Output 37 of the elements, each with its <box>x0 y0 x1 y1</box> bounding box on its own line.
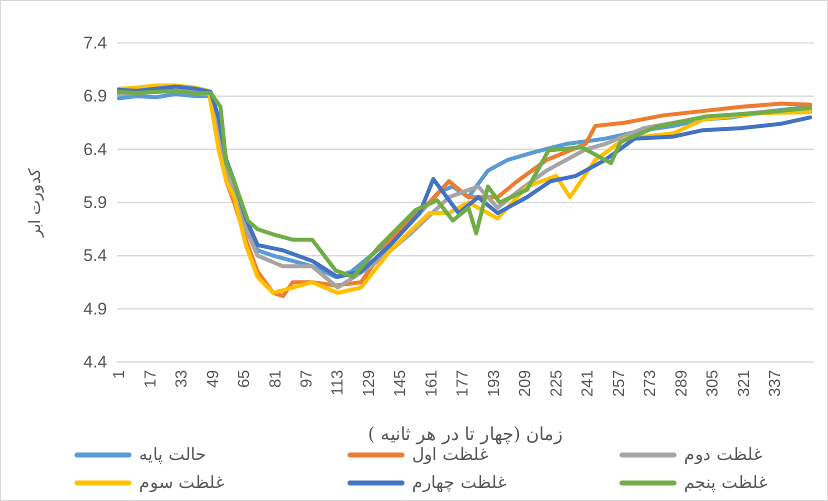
legend-label: حالت پایه <box>139 445 206 465</box>
x-tick-label: 305 <box>704 370 722 397</box>
x-tick-label: 289 <box>673 370 690 397</box>
x-tick-label: 81 <box>267 370 284 388</box>
y-tick-label: 5.4 <box>83 246 107 266</box>
x-tick-label: 161 <box>423 370 440 397</box>
x-tick-label: 1 <box>111 370 128 379</box>
legend-label: غلظت چهارم <box>412 473 506 493</box>
y-tick-label: 4.9 <box>83 299 107 318</box>
x-tick-label: 241 <box>580 370 597 397</box>
x-tick-label: 209 <box>517 370 534 397</box>
x-tick-label: 129 <box>360 370 378 397</box>
x-tick-label: 193 <box>486 370 503 397</box>
x-tick-label: 337 <box>767 370 784 397</box>
x-tick-label: 145 <box>392 370 410 397</box>
y-axis-title: کدورت ابر <box>25 168 44 238</box>
y-tick-label: 5.9 <box>83 192 107 212</box>
y-tick-label: 6.9 <box>83 86 107 106</box>
x-tick-label: 321 <box>736 370 753 397</box>
legend-label: غلظت دوم <box>684 445 762 465</box>
legend-label: غلظت سوم <box>139 473 224 493</box>
x-axis-title: زمان (چهار تا در هر ثانیه ) <box>368 424 564 445</box>
x-tick-label: 257 <box>610 370 628 397</box>
x-tick-label: 177 <box>454 370 472 397</box>
y-tick-label: 4.4 <box>83 352 107 372</box>
x-tick-label: 65 <box>236 370 254 388</box>
legend-label: غلظت پنجم <box>684 473 768 493</box>
x-tick-label: 33 <box>174 370 191 388</box>
y-tick-label: 6.4 <box>83 140 107 159</box>
y-tick-label: 7.4 <box>83 33 107 52</box>
x-tick-label: 49 <box>204 370 222 388</box>
x-tick-label: 225 <box>548 370 566 397</box>
x-tick-label: 113 <box>330 370 347 396</box>
x-tick-label: 97 <box>298 370 316 388</box>
x-tick-label: 17 <box>142 370 160 388</box>
x-tick-label: 273 <box>642 370 660 397</box>
legend-label: غلظت اول <box>412 445 488 465</box>
